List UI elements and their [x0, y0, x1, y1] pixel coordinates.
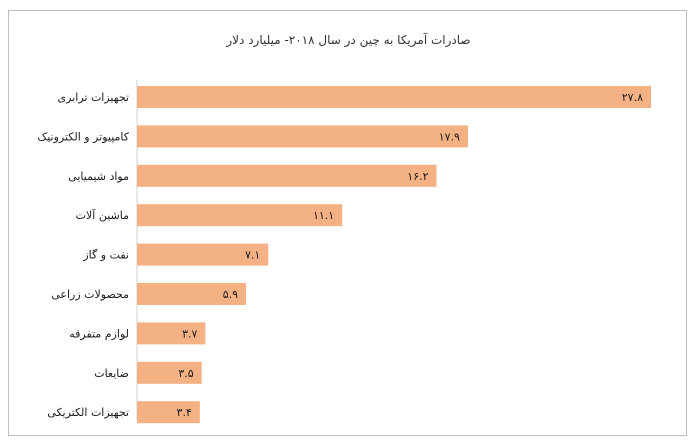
bar — [137, 361, 202, 384]
category-label: تجهیزات الکتریکی — [47, 406, 129, 419]
value-label: ۱۶.۲ — [407, 170, 428, 183]
category-label: ماشین آلات — [76, 208, 129, 222]
bar — [137, 283, 247, 305]
category-label: کامپیوتر و الکترونیک — [37, 130, 129, 143]
category-label: مواد شیمیایی — [68, 170, 129, 183]
value-label: ۳.۴ — [177, 406, 192, 419]
bar — [137, 204, 343, 227]
value-label: ۳.۵ — [178, 367, 193, 380]
bar — [137, 243, 269, 266]
value-label: ۷.۱ — [245, 249, 260, 262]
bar — [137, 401, 200, 424]
category-label: لوازم متفرقه — [69, 327, 129, 340]
bar — [137, 164, 437, 187]
category-label: محصولات زراعی — [51, 288, 129, 301]
category-label: نفت و گاز — [82, 249, 129, 262]
value-label: ۳.۷ — [182, 327, 197, 340]
value-label: ۲۷.۸ — [622, 91, 643, 104]
value-label: ۱۷.۹ — [439, 130, 460, 143]
value-label: ۵.۹ — [223, 288, 238, 301]
category-label: تجهیزات ترابری — [58, 91, 129, 104]
value-label: ۱۱.۱ — [313, 209, 334, 222]
bar — [137, 322, 206, 345]
bar — [137, 86, 651, 108]
bar — [137, 125, 468, 148]
chart-title: صادرات آمریکا به چین در سال ۲۰۱۸- میلیار… — [226, 33, 471, 47]
chart-frame — [8, 10, 687, 436]
category-label: ضایعات — [94, 367, 129, 380]
